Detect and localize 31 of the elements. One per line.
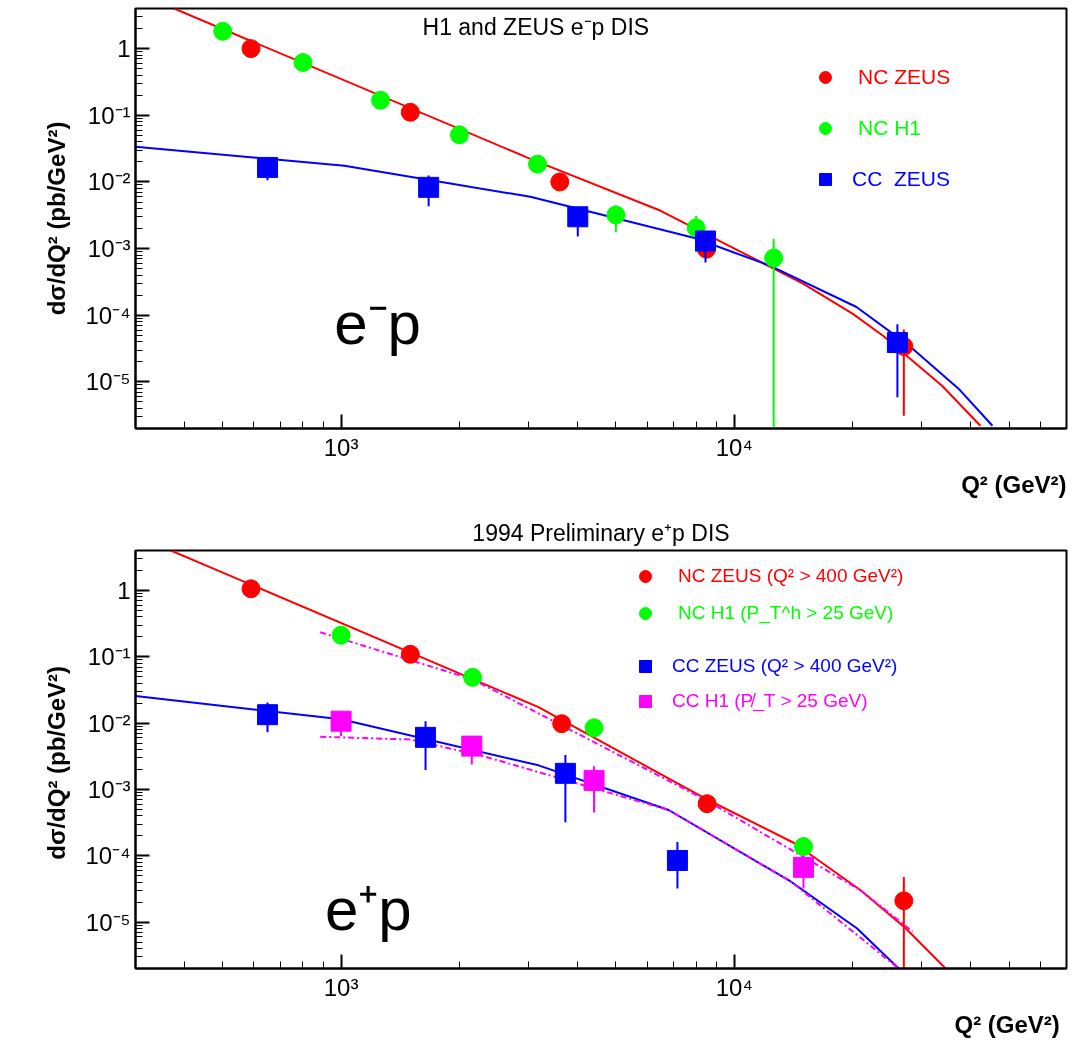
legend-label: NC ZEUS (858, 65, 951, 89)
chart-title: 1994 Preliminary e⁺p DIS (472, 519, 730, 546)
y-tick-label: 1 (117, 35, 131, 63)
y-tick-label: 1 (117, 576, 131, 604)
x-tick-label: 10³ (323, 973, 359, 1001)
legend-label: CC ZEUS (852, 167, 951, 191)
legend-label: NC ZEUS (Q² > 400 GeV²) (678, 565, 904, 587)
x-axis-title: Q² (GeV²) (954, 1010, 1060, 1038)
x-axis-title: Q² (GeV²) (961, 470, 1067, 498)
annotation: e⁺p (324, 876, 412, 944)
x-tick-label: 10⁴ (715, 973, 753, 1001)
x-tick-label: 10³ (323, 433, 359, 461)
y-tick-label: 10⁻⁵ (85, 908, 131, 936)
y-tick-label: 10⁻¹ (87, 101, 131, 129)
y-tick-label: 10⁻⁴ (85, 842, 131, 870)
y-tick-label: 10⁻² (87, 168, 131, 196)
y-tick-label: 10⁻⁵ (85, 368, 131, 396)
y-tick-label: 10⁻⁴ (85, 301, 131, 329)
legend-label: CC H1 (P̸_T > 25 GeV) (672, 690, 868, 712)
y-axis-title: dσ/dQ² (pb/GeV²) (43, 121, 71, 316)
y-tick-label: 10⁻² (87, 709, 131, 737)
annotation: e⁻p (334, 290, 421, 357)
y-tick-label: 10⁻¹ (87, 643, 131, 671)
x-tick-label: 10⁴ (715, 433, 753, 461)
legend-label: NC H1 (P_T^h > 25 GeV) (678, 602, 894, 624)
chart-title: H1 and ZEUS e⁻p DIS (422, 14, 650, 41)
y-axis-title: dσ/dQ² (pb/GeV²) (43, 665, 71, 860)
y-tick-label: 10⁻³ (87, 775, 131, 803)
legend-label: CC ZEUS (Q² > 400 GeV²) (672, 655, 898, 677)
y-tick-label: 10⁻³ (87, 235, 131, 263)
legend-label: NC H1 (858, 116, 922, 140)
